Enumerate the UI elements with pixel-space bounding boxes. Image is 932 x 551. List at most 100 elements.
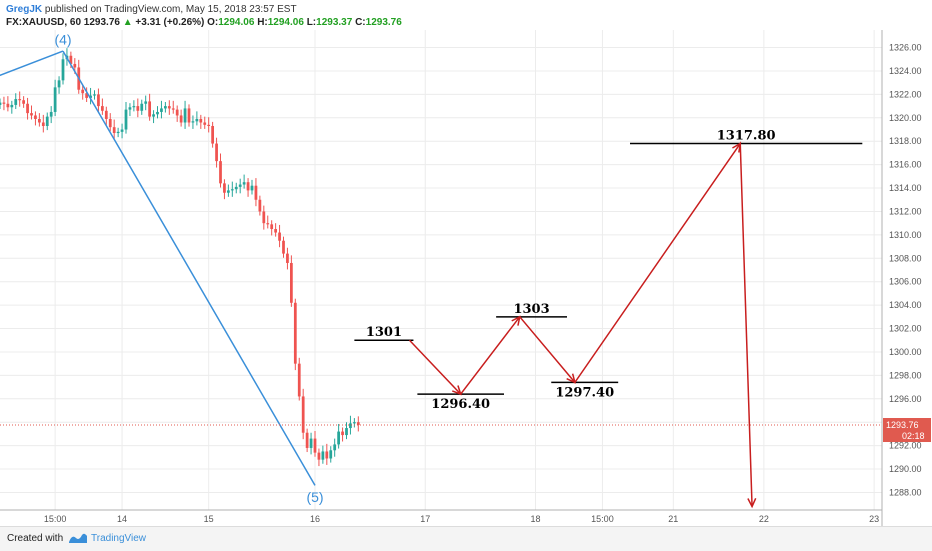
candle-body: [49, 111, 53, 117]
candle-body: [226, 190, 230, 193]
candle-body: [18, 99, 22, 101]
candle-body: [144, 101, 148, 104]
y-tick-label: 1320.00: [889, 113, 922, 123]
candle-body: [167, 106, 171, 109]
candle-body: [254, 185, 258, 200]
candle-body: [53, 87, 57, 112]
candle-body: [22, 100, 26, 104]
candle-body: [289, 262, 293, 303]
candle-body: [203, 122, 207, 125]
candle-body: [333, 444, 337, 451]
candle-body: [85, 93, 89, 98]
candle-body: [215, 143, 218, 162]
projection-arrowhead: [566, 373, 576, 384]
candle-body: [41, 122, 45, 126]
candle-body: [156, 111, 159, 115]
candle-body: [195, 118, 199, 122]
x-tick-label: 14: [117, 514, 127, 524]
low-label: L:: [306, 17, 317, 28]
projection-arrowhead: [747, 497, 757, 509]
author-link[interactable]: GregJK: [6, 4, 43, 15]
y-tick-label: 1314.00: [889, 183, 922, 193]
candle-body: [81, 89, 85, 94]
y-tick-label: 1318.00: [889, 136, 922, 146]
candle-body: [238, 184, 242, 187]
candle-body: [163, 106, 167, 109]
candle-body: [199, 118, 203, 123]
candle-body: [89, 95, 92, 98]
y-tick-label: 1322.00: [889, 89, 922, 99]
candle-body: [160, 108, 163, 112]
symbol-info: FX:XAUUSD, 60 1293.76 ▲ +3.31 (+0.26%) O…: [6, 17, 402, 28]
candle-body: [0, 102, 2, 105]
y-tick-label: 1288.00: [889, 487, 922, 497]
candle-body: [270, 224, 274, 230]
candle-body: [341, 431, 344, 436]
projection-path: [408, 141, 753, 507]
candle-body: [120, 129, 124, 132]
candle-body: [128, 107, 132, 110]
x-tick-label: 15:00: [44, 514, 67, 524]
candle-body: [140, 103, 144, 111]
candle-body: [14, 99, 18, 105]
level-label: 1301: [366, 325, 402, 340]
candle-body: [187, 108, 191, 123]
candle-body: [258, 199, 262, 212]
candle-body: [104, 110, 108, 119]
y-tick-label: 1290.00: [889, 464, 922, 474]
current-price-label: 1293.76: [886, 420, 919, 430]
low-value: 1293.37: [316, 17, 353, 28]
last-price: 1293.76: [83, 17, 120, 28]
x-tick-label: 21: [668, 514, 678, 524]
chart-header: GregJK published on TradingView.com, May…: [0, 0, 932, 30]
candle-body: [242, 182, 246, 185]
x-tick-label: 22: [759, 514, 769, 524]
wave-label: (5): [306, 489, 323, 505]
price-chart[interactable]: 1326.00 1324.00 1322.00 1320.00 1318.00 1316.…: [0, 0, 932, 526]
candle-body: [234, 186, 238, 190]
candle-body: [10, 104, 14, 108]
candle-body: [116, 131, 120, 134]
candle-body: [349, 423, 352, 429]
candle-body: [152, 114, 155, 117]
wave-line: [62, 50, 316, 486]
wave-line: [0, 50, 64, 77]
tradingview-brand-link[interactable]: TradingView: [91, 533, 147, 544]
candle-body: [278, 232, 281, 241]
candle-body: [69, 55, 73, 64]
candle-body: [297, 363, 301, 397]
open-value: 1294.06: [218, 17, 255, 28]
candle-body: [262, 211, 266, 224]
current-price-tag: [883, 418, 931, 443]
level-label: 1297.40: [555, 385, 614, 400]
high-label: H:: [257, 17, 268, 28]
candle-body: [26, 103, 29, 114]
y-tick-label: 1302.00: [889, 324, 922, 334]
candle-body: [61, 59, 65, 81]
y-tick-label: 1292.00: [889, 441, 922, 451]
publish-text: published on TradingView.com, May 15, 20…: [44, 4, 297, 15]
y-tick-label: 1316.00: [889, 160, 922, 170]
candle-body: [2, 102, 6, 104]
candle-body: [286, 253, 289, 263]
candle-body: [305, 432, 309, 448]
candle-body: [57, 80, 61, 88]
y-tick-label: 1324.00: [889, 66, 922, 76]
y-tick-label: 1326.00: [889, 43, 922, 53]
candle-body: [219, 161, 222, 184]
candle-body: [124, 109, 128, 130]
y-tick-label: 1296.00: [889, 394, 922, 404]
candle-body: [317, 452, 321, 460]
candle-body: [183, 108, 187, 123]
y-tick-label: 1304.00: [889, 300, 922, 310]
y-tick-label: 1310.00: [889, 230, 922, 240]
wave-label: (4): [54, 32, 71, 48]
level-label: 1317.80: [717, 129, 776, 144]
level-label: 1303: [513, 302, 549, 317]
candle-body: [148, 101, 152, 117]
candle-body: [230, 189, 234, 191]
candle-body: [325, 451, 329, 459]
candle-body: [93, 94, 96, 96]
candle-body: [313, 438, 317, 453]
candle-body: [37, 118, 41, 123]
